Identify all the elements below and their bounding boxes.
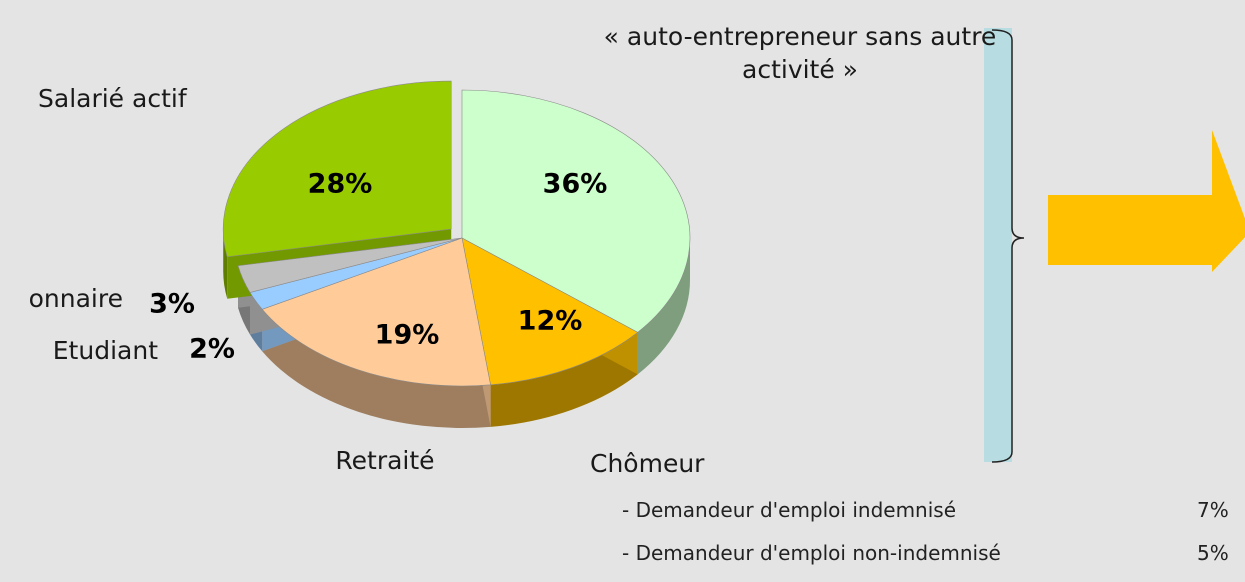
slice [461, 89, 691, 333]
detail-label: - Demandeur d'emploi indemnisé [622, 498, 957, 522]
arrow [1048, 130, 1245, 272]
slice [261, 237, 491, 387]
category-label: Etudiant [53, 336, 158, 365]
data-label: 3% [149, 289, 195, 320]
bracket-band [984, 28, 1012, 462]
slice [237, 237, 463, 293]
detail-value: 7% [1197, 498, 1229, 522]
data-label: 19% [375, 320, 440, 351]
slice [461, 237, 639, 386]
slice-side [637, 238, 690, 375]
category-label: Chômeur [590, 449, 705, 478]
data-label: 36% [543, 169, 608, 200]
detail-label: - Demandeur d'emploi non-indemnisé [622, 541, 1001, 565]
category-label: « auto-entrepreneur sans autre activité … [603, 22, 997, 84]
category-label: onnaire [29, 284, 123, 313]
category-label: Retraité [335, 446, 434, 475]
slice [222, 80, 452, 258]
category-label: Salarié actif [38, 84, 188, 113]
slice-side [490, 332, 638, 427]
bracket [991, 29, 1025, 463]
slice-side [223, 229, 228, 299]
data-label: 12% [518, 306, 583, 337]
detail-value: 5% [1197, 541, 1229, 565]
slice-side [262, 309, 491, 428]
data-label: 2% [189, 334, 235, 365]
data-label: 28% [308, 169, 373, 200]
